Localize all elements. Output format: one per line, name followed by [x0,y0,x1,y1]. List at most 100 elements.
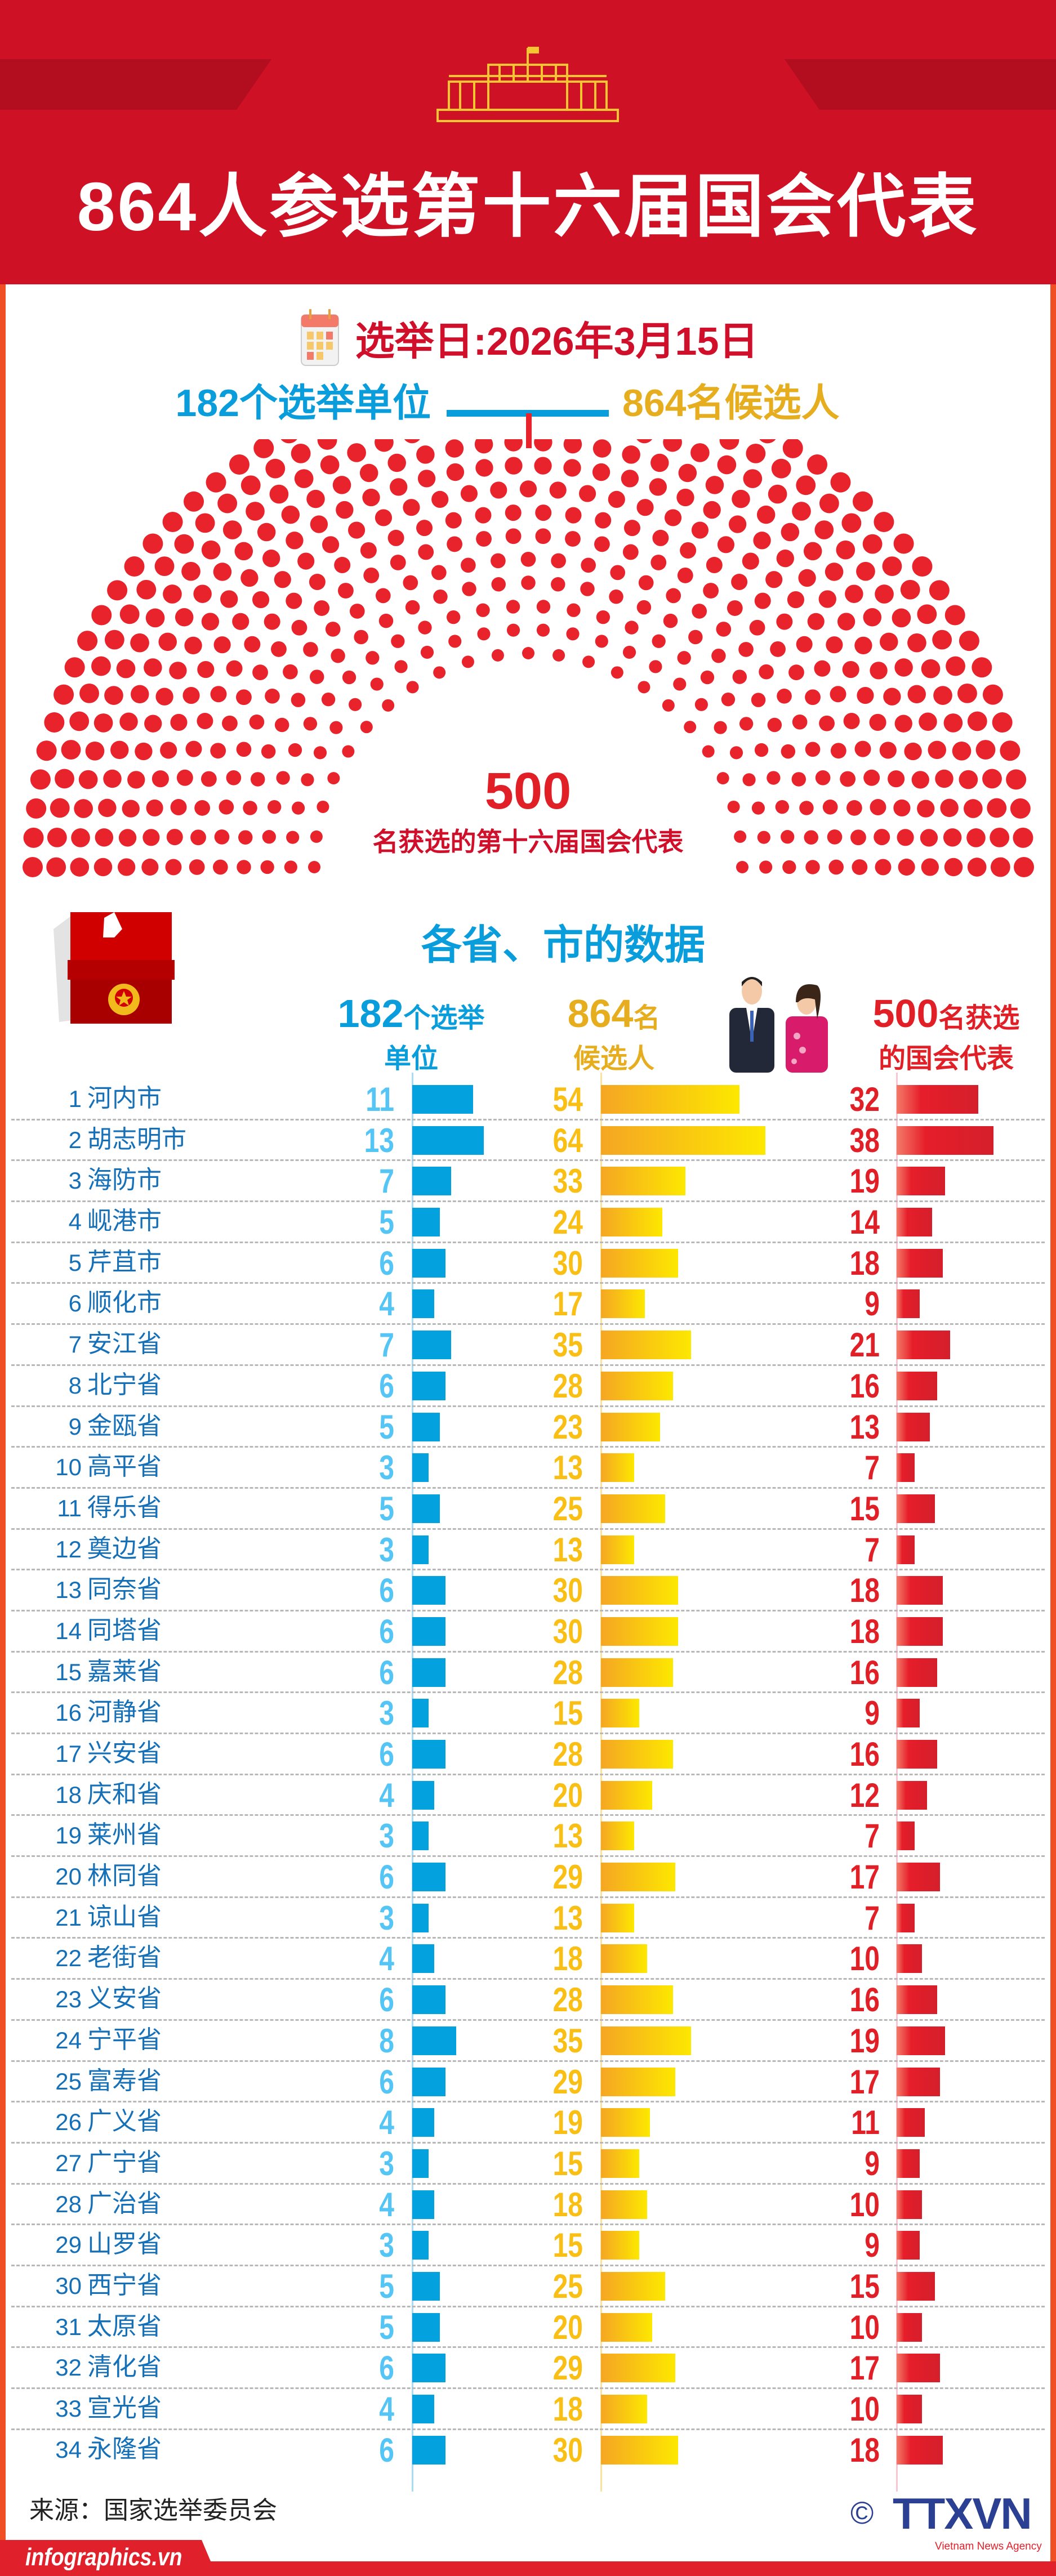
seat-dot [313,746,327,760]
seat-dot [165,859,182,876]
candidates-value: 13 [552,1899,583,1937]
seat-dot [694,698,708,711]
candidates-value: 23 [552,1408,583,1446]
seat-dot [141,858,159,876]
seat-dot [320,455,340,475]
seat-dot [843,713,860,730]
province-name: 林同省 [87,1862,162,1890]
seat-dot [917,604,937,624]
candidates-bar [601,1085,740,1114]
seat-dot [874,829,890,846]
constituencies-bar [412,2231,429,2260]
seat-dot [692,604,707,619]
seat-dot [680,542,697,559]
deputies-value: 13 [849,1408,880,1446]
deputies-bar [897,2271,935,2301]
seat-dot [964,799,983,818]
seat-dot [375,588,391,604]
seat-dot [349,604,365,619]
seat-dot [119,604,140,624]
header-number: 182 [337,992,404,1035]
deputies-bar [897,1494,935,1523]
column-header-deputies: 500名获选 的国会代表 [845,994,1048,1073]
constituencies-bar [412,1985,445,2015]
seat-dot [504,439,523,452]
seat-dot [904,742,922,761]
seat-dot [534,457,552,475]
seat-dot [349,698,362,711]
deputies-bar [897,1617,943,1646]
seat-dot [506,600,520,614]
seat-dot [160,742,177,759]
row-index: 8 [68,1372,82,1399]
seat-dot [966,828,986,847]
seat-dot [189,859,205,875]
candidates-value: 30 [552,2431,583,2469]
candidates-bar [601,2271,665,2301]
seat-dot [609,589,623,604]
deputies-bar [897,2354,940,2383]
seat-dot [638,681,650,694]
seat-dot [347,521,366,539]
seat-dot [814,520,834,539]
table-row: 28 广治省 4 18 10 [11,2185,1045,2226]
seat-dot [265,688,280,704]
deputies-value: 16 [849,1367,880,1405]
seat-dot [700,670,715,685]
constituencies-value: 4 [379,1776,394,1814]
seat-dot [987,798,1007,818]
deputies-bar [897,2026,946,2055]
table-row: 1 河内市 11 54 32 [11,1079,1045,1120]
summary-row: 182个选举单位 864名候选人 [0,372,1056,450]
seat-dot [842,660,859,678]
seat-dot [1006,769,1027,790]
row-index: 9 [68,1413,82,1440]
seat-dot [678,463,697,483]
seat-dot [201,613,220,631]
seat-dot [782,860,796,874]
seat-dot [1014,857,1034,877]
seat-dot [663,439,682,452]
seat-dot [767,771,781,785]
candidates-bar [601,1617,678,1646]
candidates-value: 20 [552,2308,583,2346]
seat-dot [170,713,188,731]
candidates-bar [601,1412,660,1441]
seat-dot [336,501,354,519]
seat-dot [329,721,343,734]
logo-subtitle: Vietnam News Agency [935,2541,1042,2552]
seat-dot [194,800,211,816]
constituencies-value: 6 [379,1244,394,1282]
seat-dot [566,627,580,641]
seat-dot [131,685,149,704]
province-name: 海防市 [87,1166,162,1194]
seat-dot [894,715,912,733]
seat-dot [47,827,67,847]
seat-dot [118,858,136,876]
seat-dot [822,800,838,815]
row-index: 16 [55,1699,82,1726]
seat-dot [781,523,800,542]
seat-dot [649,660,662,673]
deputies-bar [897,2231,920,2260]
deputies-value: 7 [865,1530,880,1569]
deputies-bar [897,1903,915,1932]
footer-tab [0,2540,217,2576]
candidates-value: 13 [552,1817,583,1855]
seat-dot [975,740,996,760]
seat-dot [362,488,380,507]
seat-dot [474,439,493,454]
seat-dot [990,827,1010,847]
province-name: 同奈省 [87,1575,162,1604]
table-row: 13 同奈省 6 30 18 [11,1570,1045,1611]
site-link[interactable]: infographics.vn [25,2543,182,2571]
constituencies-value: 6 [379,1735,394,1773]
seat-dot [862,534,883,554]
row-index: 26 [55,2109,82,2136]
table-row: 8 北宁省 6 28 16 [11,1366,1045,1407]
candidates-illustration [729,977,828,1073]
seat-dot [403,575,418,591]
seat-dot [717,536,735,553]
seat-dot [828,859,844,875]
left-border [0,0,6,2576]
